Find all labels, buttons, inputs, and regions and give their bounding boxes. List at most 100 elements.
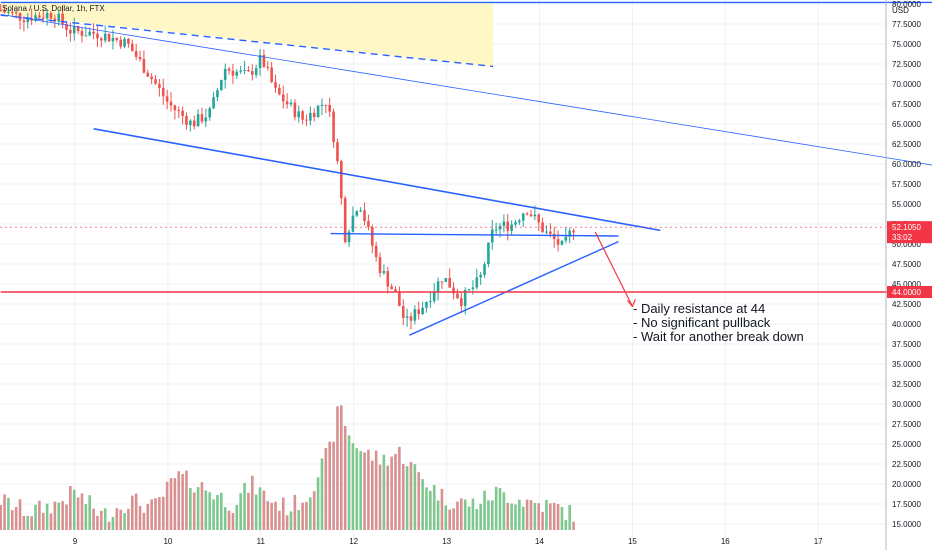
- candle-body: [200, 114, 204, 122]
- volume-bar: [405, 466, 409, 530]
- candle-body: [429, 301, 432, 303]
- volume-bar: [243, 482, 246, 530]
- candle-body: [413, 309, 417, 321]
- candle-body: [181, 110, 184, 116]
- candle-body: [514, 222, 517, 225]
- resistance-price-label: 44.0000: [887, 286, 932, 298]
- volume-bar: [204, 490, 208, 530]
- volume-bar: [30, 516, 33, 530]
- candle-body: [130, 43, 134, 52]
- candle-body: [22, 20, 26, 23]
- volume-bar: [220, 492, 223, 530]
- candle-body: [274, 81, 277, 88]
- volume-bar: [518, 499, 521, 530]
- x-tick-label: 9: [73, 537, 78, 546]
- candle-body: [436, 281, 440, 293]
- x-tick-label: 15: [628, 537, 637, 546]
- volume-bar: [549, 503, 552, 530]
- volume-bar: [417, 472, 421, 530]
- volume-bar: [564, 519, 568, 530]
- volume-bar: [134, 493, 138, 530]
- volume-bar: [41, 512, 45, 530]
- volume-bar: [545, 499, 548, 530]
- volume-bar: [130, 495, 134, 530]
- candle-body: [502, 221, 506, 226]
- volume-bar: [235, 504, 239, 530]
- y-tick-label: 77.5000: [892, 20, 921, 29]
- volume-bar: [115, 508, 119, 530]
- y-tick-label: 70.0000: [892, 80, 921, 89]
- volume-bar: [506, 502, 510, 530]
- candle-body: [359, 210, 362, 212]
- time-axis[interactable]: 9 10 11 12 13 14 15 16 17: [73, 537, 823, 546]
- y-tick-label: 27.5000: [892, 420, 921, 429]
- candle-body: [142, 59, 146, 73]
- candle-body: [208, 108, 212, 118]
- volume-bar: [390, 456, 393, 530]
- volume-bar: [293, 494, 297, 530]
- volume-bar: [359, 451, 362, 530]
- volume-bar: [367, 449, 370, 530]
- volume-bar: [45, 503, 49, 530]
- volume-bar: [281, 497, 285, 530]
- volume-bar: [490, 500, 494, 530]
- volume-bar: [18, 499, 22, 530]
- volume-bar: [53, 501, 57, 530]
- dashed-trendline: [0, 14, 494, 68]
- volume-bar: [223, 507, 227, 530]
- candle-body: [80, 31, 84, 36]
- candle-body: [467, 289, 471, 291]
- candle-body: [560, 240, 564, 245]
- volume-bar: [154, 498, 157, 530]
- y-tick-label: 35.0000: [892, 360, 921, 369]
- candle-body: [386, 271, 390, 287]
- y-tick-label: 40.0000: [892, 320, 921, 329]
- neckline: [330, 232, 619, 237]
- candle-body: [541, 222, 544, 233]
- candle-body: [216, 90, 219, 98]
- candle-body: [374, 245, 378, 258]
- candle-body: [444, 278, 448, 282]
- volume-bar: [556, 504, 560, 530]
- candle-body: [96, 33, 99, 39]
- volume-bar: [181, 474, 184, 530]
- volume-bar: [421, 479, 424, 530]
- price-axis[interactable]: 80.0000 77.5000 75.0000 72.5000 70.0000 67.50…: [892, 0, 921, 529]
- candle-body: [84, 35, 88, 37]
- grid-lines: [0, 0, 886, 545]
- candle-body: [394, 289, 397, 292]
- candle-body: [405, 316, 409, 318]
- candle-body: [0, 9, 2, 11]
- candle-body: [169, 101, 173, 106]
- volume-bar: [227, 510, 231, 530]
- volume-bar: [425, 487, 428, 530]
- candle-body: [518, 220, 521, 223]
- candle-body: [154, 79, 157, 84]
- volume-bar: [355, 448, 359, 530]
- candle-body: [212, 97, 215, 109]
- volume-bar: [541, 511, 544, 530]
- volume-bar: [0, 504, 2, 530]
- candle-body: [390, 286, 393, 290]
- volume-bar: [72, 489, 76, 530]
- volume-bar: [84, 504, 88, 530]
- candle-body: [262, 54, 266, 67]
- volume-bar: [456, 501, 459, 530]
- current-pill-bg: [887, 221, 932, 244]
- candle-body: [537, 214, 541, 223]
- y-tick-label: 47.5000: [892, 260, 921, 269]
- volume-bar: [142, 512, 146, 530]
- volume-bar: [96, 515, 99, 530]
- candle-body: [556, 239, 560, 245]
- candle-body: [49, 13, 53, 19]
- candle-body: [347, 231, 351, 243]
- volume-bar: [61, 501, 64, 530]
- annotation-line: - Daily resistance at 44: [633, 301, 765, 316]
- volume-bar: [394, 454, 397, 530]
- y-tick-label: 42.5000: [892, 300, 921, 309]
- candle-body: [26, 18, 30, 23]
- candle-body: [103, 33, 107, 41]
